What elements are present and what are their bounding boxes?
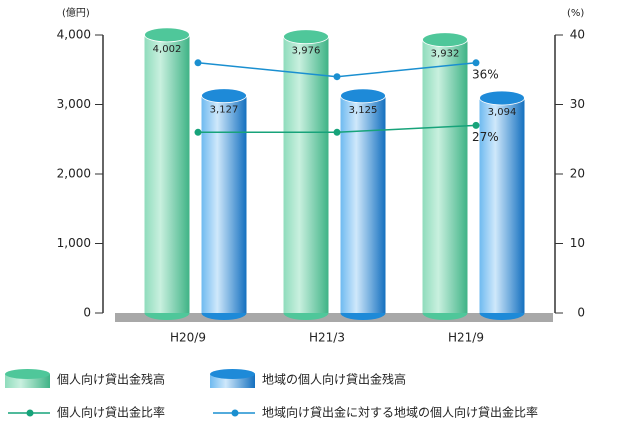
cylinder-part (283, 36, 329, 313)
data-label: 4,002 (153, 44, 182, 55)
cylinder (283, 29, 329, 320)
x-tick-label: H20/9 (170, 331, 206, 345)
cylinder-part (340, 88, 386, 104)
line-point (333, 128, 341, 136)
line-point (333, 73, 341, 81)
data-label: 3,125 (349, 105, 378, 116)
y2-tick-label: 10 (570, 236, 585, 250)
cylinder-part (479, 90, 525, 106)
x-tick-label: H21/9 (448, 331, 484, 345)
y2-tick-label: 40 (570, 28, 585, 42)
cylinder-part (422, 39, 468, 313)
cylinder (479, 90, 525, 320)
y2-tick-label: 30 (570, 97, 585, 111)
y-tick-label: 3,000 (57, 97, 91, 111)
cylinder (144, 27, 190, 320)
line-point (194, 128, 202, 136)
y-tick-label: 0 (83, 306, 91, 320)
cylinder (201, 88, 247, 320)
y-unit: (億円) (62, 6, 90, 19)
cylinder-part (283, 29, 329, 45)
y-tick-label: 2,000 (57, 167, 91, 181)
y2-tick-label: 20 (570, 167, 585, 181)
legend-dot (26, 409, 34, 417)
y2-tick-label: 0 (577, 306, 585, 320)
legend-swatch-top (210, 369, 255, 379)
cylinder-part (422, 32, 468, 48)
legend-label: 個人向け貸出金比率 (57, 405, 165, 420)
cylinder-part (340, 95, 386, 313)
data-label: 3,094 (488, 107, 517, 118)
legend-swatch-top (5, 369, 50, 379)
y-tick-label: 4,000 (57, 28, 91, 42)
y-tick-label: 1,000 (57, 236, 91, 250)
line-point (472, 59, 480, 67)
cylinder-part (201, 95, 247, 314)
data-label: 3,932 (431, 49, 460, 60)
data-label: 3,127 (210, 105, 239, 116)
data-label: 27% (472, 130, 499, 144)
cylinder (422, 32, 468, 320)
data-label: 3,976 (292, 46, 321, 57)
legend-label: 地域の個人向け貸出金残高 (262, 372, 406, 387)
legend-label: 地域向け貸出金に対する地域の個人向け貸出金比率 (262, 405, 538, 420)
floor (115, 313, 553, 322)
cylinder-part (144, 34, 190, 314)
cylinder-part (201, 88, 247, 104)
line-point (472, 121, 480, 129)
legend-label: 個人向け貸出金残高 (57, 372, 165, 387)
cylinder-part (144, 27, 190, 43)
cylinder-part (479, 97, 525, 313)
x-tick-label: H21/3 (309, 331, 345, 345)
cylinder (340, 88, 386, 320)
y2-unit: (%) (567, 8, 584, 19)
legend-dot (231, 409, 239, 417)
line-point (194, 59, 202, 67)
data-label: 36% (472, 67, 499, 81)
